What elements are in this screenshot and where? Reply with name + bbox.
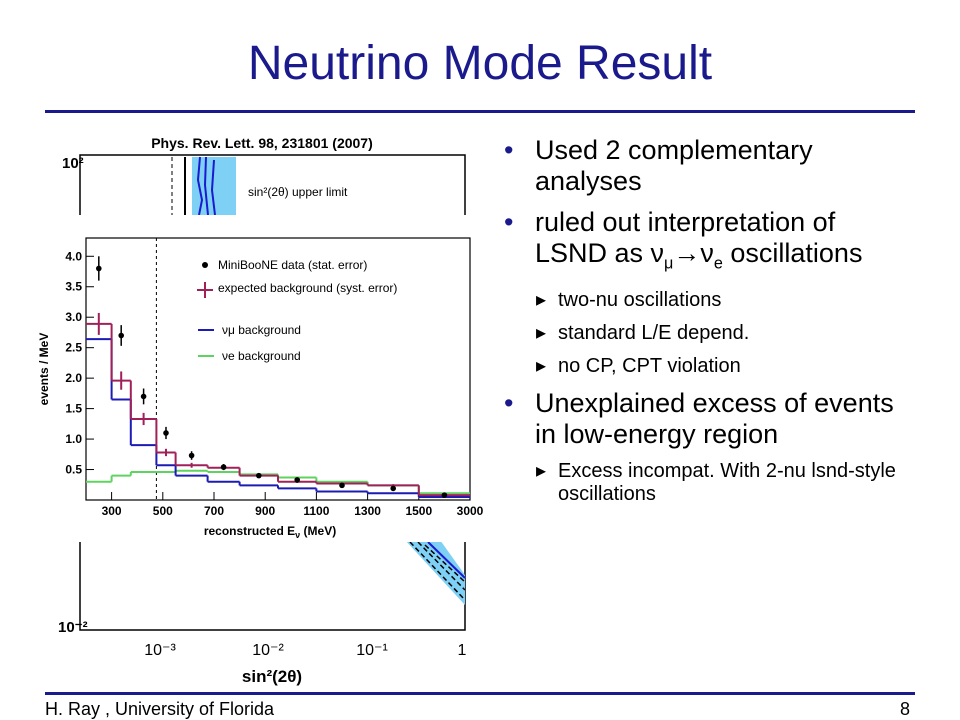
sub-bullet: standard L/E depend. [500,322,900,345]
data-point [220,464,227,470]
x-tick-label: 3000 [457,504,484,518]
sub-bullet: no CP, CPT violation [500,355,900,378]
x-axis-label-part: reconstructed E [204,524,295,538]
x-tick-label: 700 [204,504,224,518]
bullet-list: Used 2 complementary analyses ruled out i… [500,135,900,516]
x-tick-label: 500 [153,504,173,518]
legend-label: νμ background [222,323,301,337]
panel [38,215,486,542]
bullet-text: →ν [673,238,714,268]
sub-bullet: two-nu oscillations [500,289,900,312]
limit-x-label: sin²(2θ) [242,667,302,686]
limit-x-tick: 10⁻³ [144,642,176,659]
data-point [390,485,397,492]
y-tick-label: 2.5 [65,341,82,355]
y-tick-label: 1.5 [65,402,82,416]
limit-y-tick: 10⁻² [58,619,88,636]
y-tick-label: 3.0 [65,310,82,324]
legend-label: νe background [222,349,301,363]
x-tick-label: 1300 [354,504,381,518]
data-point [118,332,124,339]
legend-marker [202,262,208,268]
histogram: 0.5 1.0 1.5 2.0 2.5 3.0 3.5 4.0 300 500 700 900 1100… [37,237,484,540]
bullet-text: Used 2 complementary analyses [535,135,813,196]
x-axis-label-part: (MeV) [300,524,336,538]
bullet: ruled out interpretation of LSND as νμ→ν… [500,207,900,279]
x-axis-label-part: ν [295,530,300,540]
title-rule [45,110,915,113]
limit-x-tick: 1 [458,642,467,659]
limit-y-tick: 10² [62,155,84,172]
footer-author: H. Ray , University of Florida [45,699,275,719]
data-point [163,430,169,436]
page-number: 8 [899,699,910,719]
y-tick-label: 2.0 [65,371,82,385]
y-tick-label: 1.0 [65,432,82,446]
data-point [339,482,345,489]
slide-title: Neutrino Mode Result [247,37,713,90]
bullet-text: oscillations [722,238,863,268]
limit-x-tick: 10⁻¹ [356,642,388,659]
citation: Phys. Rev. Lett. 98, 231801 (2007) [151,135,373,151]
limit-legend: sin²(2θ) upper limit [248,185,348,199]
bullet-text: Unexplained excess of events in low-ener… [535,388,894,450]
plot-frame [85,237,471,501]
bullet-text: ruled out interpretation of LSND as ν [535,207,836,268]
data-point [255,472,262,479]
x-tick-label: 900 [255,504,275,518]
data-point [441,492,448,498]
bullet-text: μ [664,254,674,273]
y-axis-label: events / MeV [37,333,51,406]
bullet: Used 2 complementary analyses [500,135,900,197]
limit-band [405,540,465,605]
data-point [140,393,147,400]
x-tick-label: 1100 [303,504,329,518]
y-tick-label: 3.5 [65,280,82,294]
limit-contour [409,541,466,601]
legend-label: expected background (syst. error) [218,281,397,295]
limit-x-tick: 10⁻² [252,642,284,659]
footer-rule [45,692,915,695]
limit-contour [196,156,216,216]
data-point [188,452,195,459]
y-tick-label: 4.0 [65,249,82,263]
bullet-text: e [713,254,723,273]
y-tick-label: 0.5 [65,463,82,477]
bullet: Unexplained excess of events in low-ener… [500,388,900,450]
x-axis-label: reconstructed Eν (MeV) [204,524,336,540]
data-point [96,265,102,272]
sub-bullet: Excess incompat. With 2-nu lsnd-style os… [500,460,900,506]
x-tick-label: 1500 [405,504,432,518]
x-tick-label: 300 [102,504,122,518]
legend-label: MiniBooNE data (stat. error) [218,258,367,272]
limit-contour [427,541,466,579]
data-point [294,477,301,483]
